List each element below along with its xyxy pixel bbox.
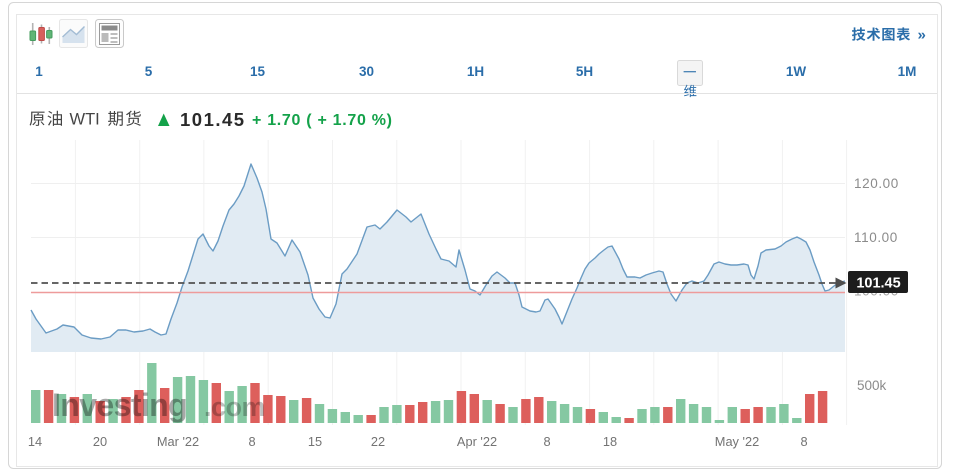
svg-text:5H: 5H [576,64,593,79]
svg-text:18: 18 [603,434,617,449]
svg-text:1W: 1W [786,64,807,79]
svg-text:8: 8 [543,434,550,449]
svg-text:120.00: 120.00 [854,176,899,191]
svg-text:.com: .com [204,392,265,422]
svg-text:1H: 1H [467,64,484,79]
svg-text:1: 1 [35,64,43,79]
svg-text:Mar '22: Mar '22 [157,434,199,449]
svg-text:15: 15 [250,64,266,79]
svg-text:Apr '22: Apr '22 [457,434,497,449]
svg-text:+ 1.70 ( + 1.70 %): + 1.70 ( + 1.70 %) [252,112,393,129]
svg-text:»: » [918,27,926,44]
svg-text:8: 8 [800,434,807,449]
svg-text:15: 15 [308,434,322,449]
svg-text:101.45: 101.45 [856,276,900,292]
svg-text:20: 20 [93,434,107,449]
svg-text:14: 14 [28,434,42,449]
svg-text:8: 8 [248,434,255,449]
svg-text:Investing: Investing [52,387,187,423]
svg-text:101.45: 101.45 [180,109,246,130]
svg-text:1M: 1M [898,64,917,79]
svg-text:May '22: May '22 [715,434,759,449]
svg-text:500k: 500k [857,378,887,393]
svg-text:5: 5 [145,64,153,79]
svg-text:WTI: WTI [70,111,100,129]
svg-text:22: 22 [371,434,385,449]
svg-text:30: 30 [359,64,374,79]
svg-text:110.00: 110.00 [854,230,898,245]
